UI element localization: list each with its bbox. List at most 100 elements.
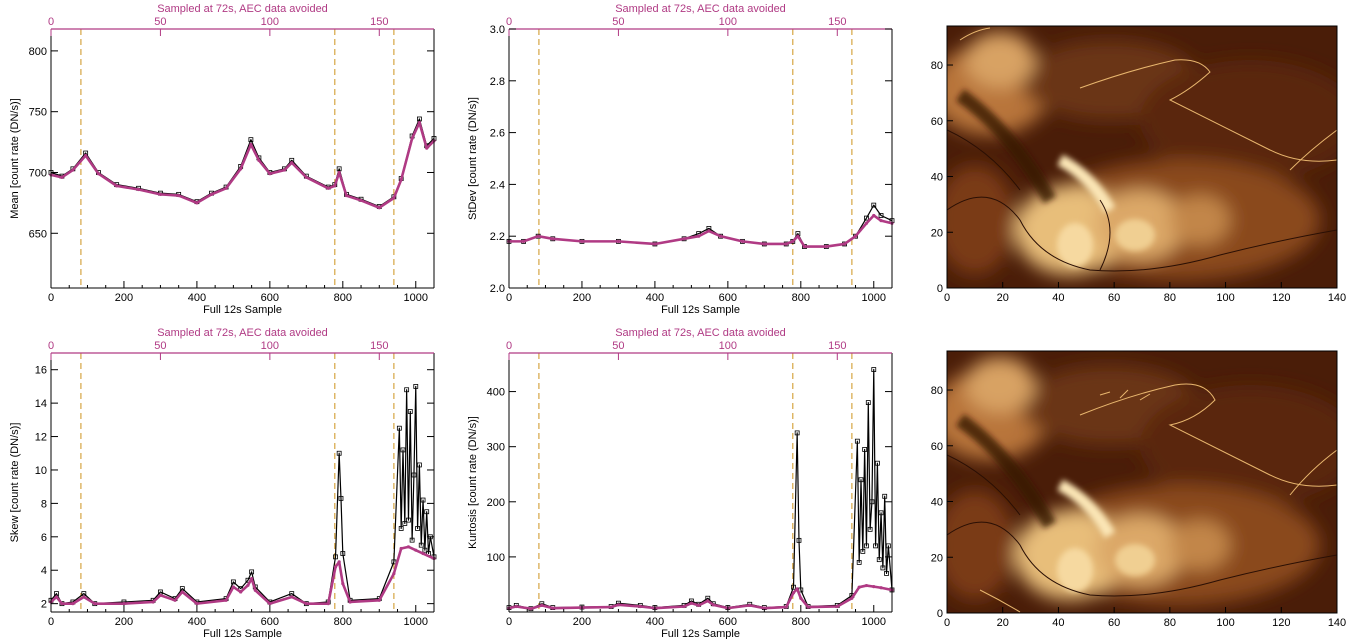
sampled-data-point (682, 604, 686, 609)
full-data-point (869, 499, 875, 505)
top-x-tick-label: 50 (612, 16, 624, 28)
top-x-tick-label: 50 (154, 340, 166, 352)
full-data-point (404, 387, 410, 393)
sampled-data-point (60, 175, 64, 179)
top-x-tick-label: 50 (612, 340, 624, 352)
image-texture (947, 357, 1337, 605)
image-x-tick-label: 40 (1052, 617, 1064, 629)
sampled-data-point (795, 587, 799, 591)
full-data-point (248, 137, 254, 143)
sampled-data-point (410, 136, 414, 141)
y-tick-label: 8 (41, 498, 47, 510)
y-tick-label: 6 (41, 532, 47, 544)
top-axis-label: Sampled at 72s, AEC data avoided (157, 3, 328, 15)
full-data-point (402, 521, 408, 526)
top-axis-label: Sampled at 72s, AEC data avoided (615, 327, 786, 339)
x-tick-label: 200 (115, 292, 133, 304)
x-tick-label: 200 (573, 292, 591, 304)
image-x-tick-label: 140 (1328, 292, 1346, 304)
sampled-data-point (253, 588, 257, 592)
sampled-data-point (151, 600, 155, 604)
sampled-data-point (249, 142, 253, 147)
sampled-series-line (508, 584, 893, 610)
sampled-data-point (551, 237, 555, 241)
solar-image-bottom: 0 20 40 60 80 100 120 140 0 20 40 60 80 (931, 350, 1346, 629)
y-tick-label: 2.6 (490, 128, 505, 140)
x-tick-label: 400 (188, 292, 206, 304)
full-series-line (508, 368, 893, 610)
sampled-data-point (711, 603, 715, 607)
sampled-data-point (54, 595, 59, 599)
y-tick-label: 10 (35, 465, 47, 477)
sampled-data-point (835, 604, 839, 609)
x-tick-label: 200 (573, 616, 591, 628)
sampled-data-point (337, 560, 341, 564)
full-data-point (422, 547, 428, 553)
full-data-point (400, 447, 406, 453)
full-data-point (418, 542, 424, 548)
y-tick-label: 100 (487, 552, 505, 564)
image-y-tick-label: 20 (931, 552, 943, 564)
sampled-data-point (417, 121, 422, 125)
full-data-point (336, 166, 342, 172)
image-bright-loop (955, 89, 1155, 267)
y-tick-label: 2.0 (490, 283, 505, 295)
full-series-line (50, 385, 435, 605)
image-x-tick-label: 120 (1272, 292, 1290, 304)
x-tick-label: 1000 (862, 616, 886, 628)
sampled-data-point (791, 591, 796, 595)
sampled-data-point (224, 598, 228, 602)
sampled-data-point (414, 548, 418, 552)
sampled-data-point (268, 172, 272, 176)
image-x-tick-label: 140 (1328, 617, 1346, 629)
sampled-data-point (158, 593, 163, 597)
full-data-point (333, 554, 338, 560)
x-tick-label: 400 (646, 616, 664, 628)
sampled-data-point (850, 596, 854, 600)
x-tick-label: 1000 (404, 292, 428, 304)
sampled-data-point (348, 600, 352, 604)
image-x-tick-label: 100 (1216, 617, 1234, 629)
full-data-point (871, 367, 877, 372)
full-data-point (880, 565, 886, 571)
image-x-tick-label: 0 (944, 292, 950, 304)
sampled-data-point (304, 602, 308, 606)
full-data-point (856, 560, 862, 565)
y-tick-label: 800 (29, 46, 47, 58)
y-tick-label: 750 (29, 107, 47, 119)
sampled-data-point (158, 192, 163, 196)
image-x-tick-label: 100 (1216, 292, 1234, 304)
full-data-point (865, 400, 871, 405)
sampled-data-point (96, 172, 101, 176)
image-y-tick-label: 0 (937, 283, 943, 295)
full-data-point (424, 509, 430, 515)
sampled-data-point (425, 146, 429, 150)
y-tick-label: 2.8 (490, 76, 505, 88)
sampled-data-point (842, 242, 847, 246)
sampled-data-point (879, 219, 883, 223)
sampled-data-point (609, 605, 613, 609)
sampled-data-point (282, 168, 287, 172)
y-tick-label: 200 (487, 497, 505, 509)
sampled-data-point (224, 186, 228, 190)
y-tick-label: 2.4 (490, 179, 505, 191)
sampled-data-point (521, 239, 526, 243)
sampled-data-point (718, 234, 723, 238)
sampled-data-point (326, 602, 330, 606)
sampled-series-line (509, 214, 893, 248)
sampled-data-point (359, 198, 363, 203)
full-data-point (417, 462, 422, 468)
sampled-data-point (740, 239, 745, 243)
sampled-data-point (806, 605, 810, 609)
sampled-data-point (341, 581, 345, 586)
sampled-series-line (50, 121, 435, 210)
full-data-point (420, 497, 426, 503)
image-x-tick-label: 60 (1108, 617, 1120, 629)
top-x-tick-label: 0 (506, 340, 512, 352)
y-tick-label: 300 (487, 442, 505, 454)
full-data-point (413, 384, 419, 389)
sampled-data-point (290, 161, 294, 165)
sampled-data-point (536, 234, 540, 238)
x-tick-label: 1000 (404, 616, 428, 628)
sampled-data-point (399, 546, 403, 551)
